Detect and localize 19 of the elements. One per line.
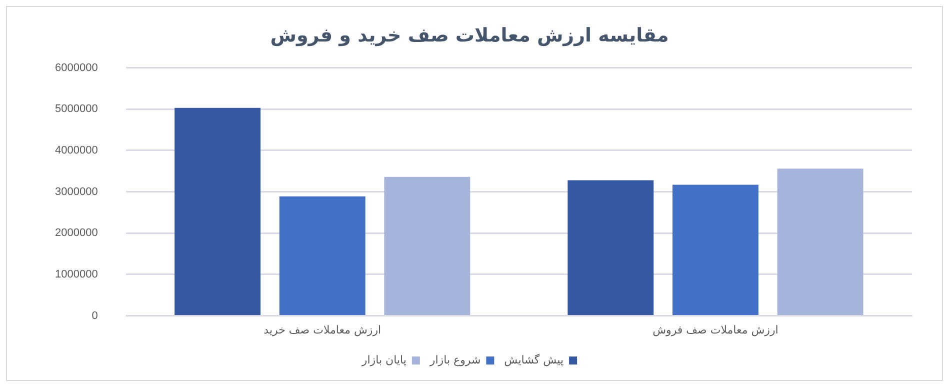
bar	[384, 176, 470, 316]
bar	[279, 196, 366, 316]
y-tick-label: 2000000	[54, 227, 98, 240]
y-tick-label: 4000000	[54, 144, 98, 156]
y-tick-label: 0	[92, 310, 98, 322]
x-tick-label: ارزش معاملات صف خرید	[264, 323, 382, 336]
x-tick-label: ارزش معاملات صف فروش	[652, 323, 778, 336]
y-tick-label: 3000000	[54, 186, 98, 198]
legend-label: پایان بازار	[360, 353, 406, 366]
legend-label: شروع بازار	[428, 353, 481, 366]
bar	[777, 168, 864, 316]
legend-label: پیش گشایش	[504, 353, 564, 366]
y-tick-label: 6000000	[54, 62, 98, 74]
bar	[174, 108, 261, 316]
y-tick-label: 5000000	[54, 103, 98, 116]
y-tick-label: 1000000	[54, 268, 98, 280]
bar	[568, 180, 654, 316]
bar	[672, 184, 758, 316]
chart-title: مقایسه ارزش معاملات صف خرید و فروش	[270, 24, 669, 46]
